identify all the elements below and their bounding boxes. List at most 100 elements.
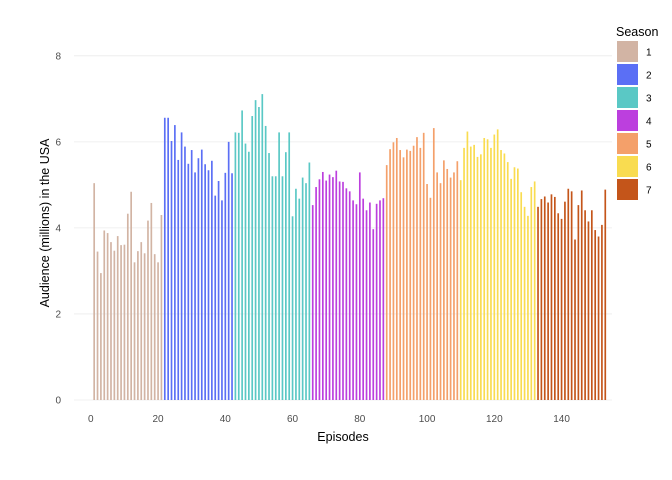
bar-season-3 xyxy=(298,198,301,400)
bar-season-3 xyxy=(291,216,294,400)
bar-season-7 xyxy=(547,202,549,400)
bar-season-1 xyxy=(153,254,156,400)
bar-season-5 xyxy=(385,165,388,400)
bar-season-4 xyxy=(325,180,328,400)
x-tick-label: 120 xyxy=(486,414,503,425)
bar-season-3 xyxy=(301,177,304,400)
y-tick-labels: 0 2 4 6 8 xyxy=(55,51,61,406)
bar-season-6 xyxy=(527,215,529,400)
bar-season-4 xyxy=(355,204,358,400)
bar-season-7 xyxy=(580,190,583,400)
legend-swatch-season-7 xyxy=(617,179,638,200)
x-tick-label: 140 xyxy=(553,414,570,425)
x-tick-label: 40 xyxy=(220,414,232,425)
bar-season-7 xyxy=(537,206,539,400)
bar-season-2 xyxy=(184,146,186,400)
bar-season-3 xyxy=(281,176,284,400)
bar-season-4 xyxy=(318,179,321,400)
bar-season-6 xyxy=(523,206,526,400)
legend-label-season-4: 4 xyxy=(646,117,652,128)
bar-season-1 xyxy=(110,242,112,400)
bar-season-1 xyxy=(123,244,126,400)
bar-season-2 xyxy=(224,172,227,400)
bar-season-3 xyxy=(251,116,254,400)
bar-season-2 xyxy=(177,159,180,400)
x-tick-label: 80 xyxy=(354,414,366,425)
bar-season-4 xyxy=(345,188,348,400)
bar-season-2 xyxy=(221,200,223,400)
bar-season-4 xyxy=(342,181,344,400)
bar-season-2 xyxy=(190,150,193,400)
bar-season-4 xyxy=(372,229,375,400)
bar-season-7 xyxy=(540,199,543,400)
bar-season-6 xyxy=(506,162,509,400)
bar-season-3 xyxy=(278,132,280,400)
bar-season-7 xyxy=(567,188,570,400)
legend: Season 1 2 3 4 5 6 7 xyxy=(616,25,658,200)
bar-season-4 xyxy=(369,202,371,400)
legend-swatch-season-1 xyxy=(617,41,638,62)
bar-season-2 xyxy=(217,181,220,400)
bar-season-4 xyxy=(332,177,334,400)
bar-season-7 xyxy=(577,205,580,400)
bar-season-2 xyxy=(200,149,203,400)
y-tick-label: 0 xyxy=(55,396,61,407)
bar-season-1 xyxy=(137,251,139,400)
bar-season-5 xyxy=(449,177,452,400)
bar-season-3 xyxy=(274,176,277,400)
legend-label-season-2: 2 xyxy=(646,71,652,82)
bar-season-1 xyxy=(116,236,119,400)
bar-season-2 xyxy=(227,141,230,400)
bar-season-1 xyxy=(106,233,109,400)
bar-season-4 xyxy=(379,200,381,400)
bar-season-6 xyxy=(466,131,469,400)
bar-season-3 xyxy=(254,100,257,401)
x-tick-labels: 0 20 40 60 80 100 120 140 xyxy=(88,414,570,425)
bar-season-5 xyxy=(436,172,438,400)
bar-season-6 xyxy=(463,147,465,400)
bar-season-3 xyxy=(248,151,250,400)
bar-season-6 xyxy=(486,139,489,401)
legend-swatch-season-5 xyxy=(617,133,638,154)
bar-season-6 xyxy=(480,154,482,400)
legend-swatch-season-2 xyxy=(617,64,638,85)
bar-season-4 xyxy=(328,174,331,400)
bar-season-2 xyxy=(211,160,213,400)
bars xyxy=(93,94,607,401)
x-tick-label: 60 xyxy=(287,414,299,425)
bar-season-7 xyxy=(553,196,556,400)
bar-season-5 xyxy=(389,149,391,400)
bar-season-3 xyxy=(244,143,247,400)
bar-season-7 xyxy=(574,239,576,400)
bar-season-3 xyxy=(234,132,237,400)
bar-season-5 xyxy=(443,160,445,400)
bar-season-5 xyxy=(446,168,449,400)
legend-label-season-5: 5 xyxy=(646,140,652,151)
bar-season-5 xyxy=(429,197,432,400)
bar-season-1 xyxy=(130,191,133,400)
bar-season-5 xyxy=(416,137,418,400)
bar-season-3 xyxy=(295,188,297,400)
bar-season-7 xyxy=(560,218,563,400)
bar-season-2 xyxy=(231,173,233,400)
legend-title: Season xyxy=(616,25,658,39)
legend-label-season-7: 7 xyxy=(646,186,652,197)
bar-season-3 xyxy=(261,94,264,401)
x-tick-label: 100 xyxy=(419,414,436,425)
bar-season-3 xyxy=(241,110,243,400)
bar-season-5 xyxy=(406,149,408,400)
bar-season-4 xyxy=(348,191,351,400)
bar-season-7 xyxy=(570,191,573,400)
bar-season-5 xyxy=(412,145,415,400)
x-tick-label: 0 xyxy=(88,414,94,425)
bar-season-5 xyxy=(402,157,405,400)
bar-season-6 xyxy=(473,144,475,400)
x-axis-title: Episodes xyxy=(317,430,368,444)
bar-season-2 xyxy=(170,141,173,400)
bar-season-2 xyxy=(180,132,183,400)
bar-season-6 xyxy=(530,187,533,400)
bar-season-7 xyxy=(543,196,546,400)
bar-season-3 xyxy=(271,176,274,400)
bar-season-6 xyxy=(510,178,512,400)
bar-season-7 xyxy=(601,224,603,400)
